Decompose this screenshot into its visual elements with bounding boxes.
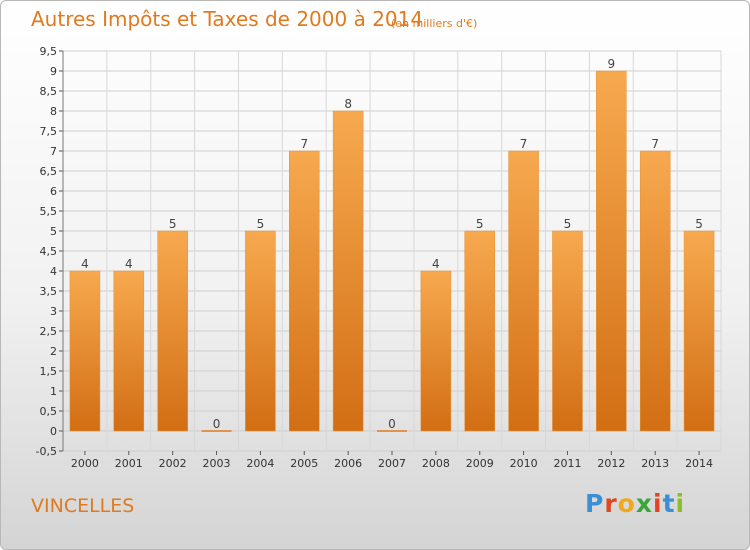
logo-letter: P — [585, 489, 605, 518]
x-tick-label: 2006 — [334, 457, 362, 470]
y-tick-label: -0,5 — [36, 445, 57, 458]
bar-value-label: 4 — [125, 257, 133, 271]
y-tick-label: 7 — [50, 145, 57, 158]
y-tick-label: 0 — [50, 425, 57, 438]
y-tick-label: 0,5 — [40, 405, 58, 418]
logo-letter: o — [617, 489, 636, 518]
bar — [552, 230, 583, 432]
y-tick-label: 6 — [50, 185, 57, 198]
y-tick-label: 8,5 — [40, 85, 58, 98]
x-tick-label: 2002 — [159, 457, 187, 470]
logo-letter: r — [604, 489, 618, 518]
chart-title: Autres Impôts et Taxes de 2000 à 2014 — [31, 7, 424, 31]
x-tick-label: 2004 — [246, 457, 274, 470]
bar-value-label: 7 — [651, 137, 659, 151]
bar — [289, 150, 320, 432]
bar — [69, 270, 101, 432]
y-tick-label: 9,5 — [40, 45, 58, 58]
bar-value-label: 4 — [81, 257, 89, 271]
bar-value-label: 5 — [257, 217, 265, 231]
y-tick-label: 1,5 — [40, 365, 58, 378]
bar-value-label: 5 — [564, 217, 572, 231]
bar-value-label: 4 — [432, 257, 440, 271]
y-tick-label: 5,5 — [40, 205, 58, 218]
y-tick-label: 3,5 — [40, 285, 58, 298]
x-tick-label: 2009 — [466, 457, 494, 470]
y-tick-label: 4,5 — [40, 245, 58, 258]
x-tick-label: 2013 — [641, 457, 669, 470]
x-tick-label: 2001 — [115, 457, 143, 470]
y-tick-label: 3 — [50, 305, 57, 318]
logo-letter: t — [662, 489, 676, 518]
y-tick-label: 2,5 — [40, 325, 58, 338]
bar-value-label: 7 — [300, 137, 308, 151]
bar — [113, 270, 145, 432]
x-tick-label: 2011 — [553, 457, 581, 470]
commune-name: VINCELLES — [31, 495, 135, 517]
bar — [157, 230, 188, 432]
bar — [464, 230, 495, 432]
bar-value-label: 5 — [695, 217, 703, 231]
x-tick-label: 2010 — [510, 457, 538, 470]
bar — [245, 230, 276, 432]
bar-value-label: 0 — [388, 417, 396, 431]
bar-value-label: 5 — [169, 217, 177, 231]
x-tick-label: 2008 — [422, 457, 450, 470]
x-tick-label: 2014 — [685, 457, 713, 470]
logo-letter: i — [675, 489, 686, 518]
logo-letter: i — [653, 489, 663, 518]
bar-value-label: 5 — [476, 217, 484, 231]
bar-value-label: 8 — [344, 97, 352, 111]
x-tick-label: 2005 — [290, 457, 318, 470]
bar — [683, 230, 715, 432]
bar-value-label: 9 — [608, 57, 616, 71]
bar — [332, 110, 364, 432]
bar — [596, 70, 627, 432]
x-tick-label: 2007 — [378, 457, 406, 470]
bar — [420, 270, 452, 432]
bar — [508, 150, 539, 432]
chart-subtitle: (en milliers d'€) — [391, 17, 478, 30]
y-tick-label: 8 — [50, 105, 57, 118]
proxiti-logo: Proxiti — [585, 489, 685, 518]
y-tick-label: 1 — [50, 385, 57, 398]
bar-value-label: 7 — [520, 137, 528, 151]
x-tick-label: 2003 — [203, 457, 231, 470]
y-tick-label: 2 — [50, 345, 57, 358]
bar — [639, 150, 671, 432]
y-tick-label: 9 — [50, 65, 57, 78]
x-tick-label: 2012 — [597, 457, 625, 470]
x-tick-label: 2000 — [71, 457, 99, 470]
y-tick-label: 5 — [50, 225, 57, 238]
y-tick-label: 7,5 — [40, 125, 58, 138]
bar-value-label: 0 — [213, 417, 221, 431]
y-tick-label: 6,5 — [40, 165, 58, 178]
logo-letter: x — [635, 489, 653, 518]
y-tick-label: 4 — [50, 265, 57, 278]
